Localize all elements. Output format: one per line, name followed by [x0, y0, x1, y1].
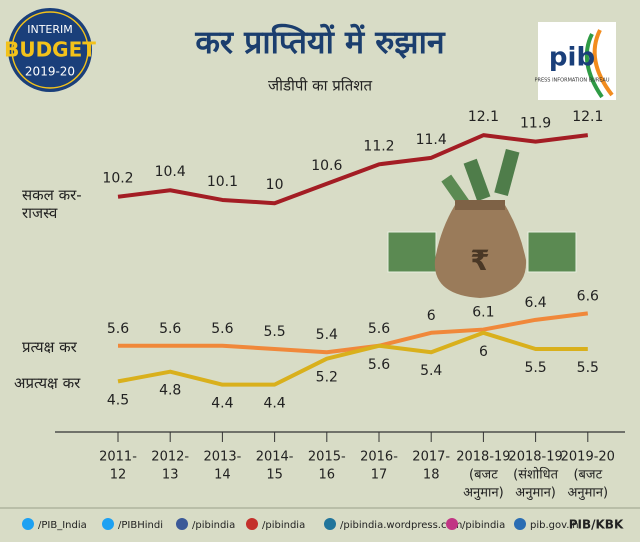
x-tick-label: 2012- [151, 450, 189, 465]
footer-icon [22, 518, 34, 530]
data-label: 4.4 [263, 396, 285, 412]
x-tick-label: 16 [319, 468, 336, 483]
data-label: 11.9 [520, 116, 551, 132]
x-tick-label: 2019-20 [561, 450, 615, 465]
x-tick-label: अनुमान) [568, 486, 609, 501]
data-label: 5.6 [159, 321, 181, 337]
series-line [118, 311, 589, 355]
data-label: 5.5 [524, 360, 546, 376]
data-label: 5.2 [316, 370, 338, 386]
series-name: प्रत्यक्ष कर [22, 338, 77, 356]
x-tick-label: (संशोधित [513, 467, 558, 483]
x-tick-label: 2016- [360, 450, 398, 465]
data-label: 5.4 [420, 363, 442, 379]
chart-title: कर प्राप्तियों में रुझान [194, 23, 446, 61]
series-line [117, 133, 589, 206]
x-tick-label: 18 [423, 468, 440, 483]
logo-stripe [584, 33, 604, 99]
x-tick-label: 2011- [99, 450, 137, 465]
x-tick-label: 15 [266, 468, 283, 483]
data-label: 6 [479, 344, 488, 360]
footer-text: /pibindia [462, 520, 505, 531]
footer-text: /pibindia.wordpress.com [340, 520, 462, 531]
svg-text:₹: ₹ [470, 244, 489, 277]
series-name: सकल कर-राजस्व [22, 186, 82, 222]
x-tick-label: 2015- [308, 450, 346, 465]
logo-caption: PRESS INFORMATION BUREAU [534, 78, 609, 84]
badge-ring [11, 11, 89, 89]
data-label: 12.1 [572, 109, 603, 125]
data-label: 11.2 [363, 138, 394, 154]
data-label: 10 [266, 177, 284, 193]
x-tick-label: (बजट [573, 468, 602, 483]
x-tick-label: (बजट [469, 468, 498, 483]
x-tick-label: अनुमान) [515, 486, 556, 501]
series-name: अप्रत्यक्ष कर [14, 374, 81, 392]
footer-text: pib.gov.in [530, 520, 579, 531]
badge [8, 8, 92, 92]
x-tick-label: 2013- [204, 450, 242, 465]
data-label: 6.6 [577, 288, 599, 304]
chart-subtitle: जीडीपी का प्रतिशत [268, 77, 372, 95]
footer-icon [102, 518, 114, 530]
data-label: 4.4 [211, 396, 233, 412]
footer-icon [176, 518, 188, 530]
footer-text: /PIBHindi [118, 520, 163, 531]
footer-icon [324, 518, 336, 530]
data-label: 10.4 [155, 164, 186, 180]
footer-icon [514, 518, 526, 530]
x-tick-label: अनुमान) [463, 486, 504, 501]
footer-text: /pibindia [262, 520, 305, 531]
data-label: 5.5 [263, 324, 285, 340]
data-label: 5.6 [368, 321, 390, 337]
badge-text: INTERIM [27, 23, 73, 36]
logo-stripe [592, 29, 614, 97]
logo-text: pib [549, 43, 595, 73]
x-tick-label: 17 [371, 468, 388, 483]
data-label: 11.4 [416, 132, 447, 148]
data-label: 10.1 [207, 174, 238, 190]
footer-text: PIB/KBK [569, 518, 624, 532]
x-tick-label: 12 [110, 468, 127, 483]
x-tick-label: 2018-19 [456, 450, 510, 465]
data-label: 6.4 [524, 295, 546, 311]
data-label: 6 [427, 308, 436, 324]
footer-text: /pibindia [192, 520, 235, 531]
x-tick-label: 2017- [412, 450, 450, 465]
footer-text: /PIB_India [38, 520, 87, 531]
data-label: 5.6 [107, 321, 129, 337]
footer-icon [446, 518, 458, 530]
x-tick-label: 14 [214, 468, 231, 483]
data-label: 6.1 [472, 305, 494, 321]
x-tick-label: 2014- [256, 450, 294, 465]
footer-icon [246, 518, 258, 530]
data-label: 5.4 [316, 327, 338, 343]
badge-text: 2019-20 [25, 65, 75, 79]
data-label: 4.8 [159, 383, 181, 399]
badge-text: BUDGET [4, 38, 96, 62]
data-label: 10.6 [311, 158, 342, 174]
x-tick-label: 13 [162, 468, 179, 483]
data-label: 4.5 [107, 392, 129, 408]
data-label: 5.5 [577, 360, 599, 376]
x-tick-label: 2018-19 [508, 450, 562, 465]
data-label: 5.6 [368, 357, 390, 373]
logo-box [538, 22, 616, 100]
data-label: 5.6 [211, 321, 233, 337]
series-line [117, 330, 588, 387]
data-label: 12.1 [468, 109, 499, 125]
data-label: 10.2 [102, 171, 133, 187]
illustration: ₹ [387, 148, 577, 298]
